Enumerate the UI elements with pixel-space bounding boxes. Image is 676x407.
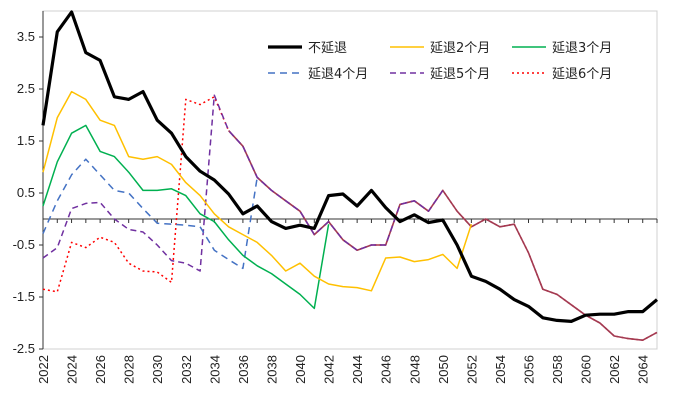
series-line-3 xyxy=(42,124,330,310)
x-tick-label: 2046 xyxy=(379,355,394,384)
x-tick-label: 2038 xyxy=(264,355,279,384)
y-tick-label: -2.5 xyxy=(13,341,35,356)
x-tick-label: 2030 xyxy=(150,355,165,384)
series-line-1 xyxy=(41,10,659,323)
series-line-5 xyxy=(42,94,444,272)
overlap-line xyxy=(228,130,658,341)
series-line-2 xyxy=(42,90,473,292)
legend-label-5: 延退5个月 xyxy=(430,67,490,82)
x-tick-label: 2050 xyxy=(436,355,451,384)
x-tick-label: 2064 xyxy=(636,355,651,384)
legend-label-2: 延退2个月 xyxy=(430,41,490,56)
x-tick-label: 2060 xyxy=(579,355,594,384)
x-tick-label: 2048 xyxy=(407,355,422,384)
x-tick-label: 2054 xyxy=(493,355,508,384)
x-tick-label: 2024 xyxy=(65,355,80,384)
x-tick-label: 2034 xyxy=(207,355,222,384)
x-tick-label: 2026 xyxy=(93,355,108,384)
x-tick-label: 2028 xyxy=(122,355,137,384)
y-tick-label: 3.5 xyxy=(17,29,35,44)
series-line-4 xyxy=(42,158,258,270)
y-tick-label: 1.5 xyxy=(17,133,35,148)
y-tick-label: -1.5 xyxy=(13,289,35,304)
x-tick-label: 2042 xyxy=(322,355,337,384)
x-tick-label: 2036 xyxy=(236,355,251,384)
plot-area xyxy=(41,10,659,341)
x-tick-label: 2058 xyxy=(550,355,565,384)
x-tick-label: 2052 xyxy=(464,355,479,384)
x-tick-label: 2056 xyxy=(521,355,536,384)
x-tick-label: 2044 xyxy=(350,355,365,384)
legend-label-4: 延退4个月 xyxy=(308,67,368,82)
x-tick-label: 2040 xyxy=(293,355,308,384)
legend-label-6: 延退6个月 xyxy=(552,67,612,82)
legend-label-3: 延退3个月 xyxy=(552,41,612,56)
y-tick-label: 2.5 xyxy=(17,81,35,96)
x-tick-label: 2032 xyxy=(179,355,194,384)
y-tick-label: 0.5 xyxy=(17,185,35,200)
y-tick-label: -0.5 xyxy=(13,237,35,252)
x-tick-label: 2062 xyxy=(607,355,622,384)
x-tick-label: 2022 xyxy=(36,355,51,384)
legend-label-1: 不延退 xyxy=(308,41,347,56)
